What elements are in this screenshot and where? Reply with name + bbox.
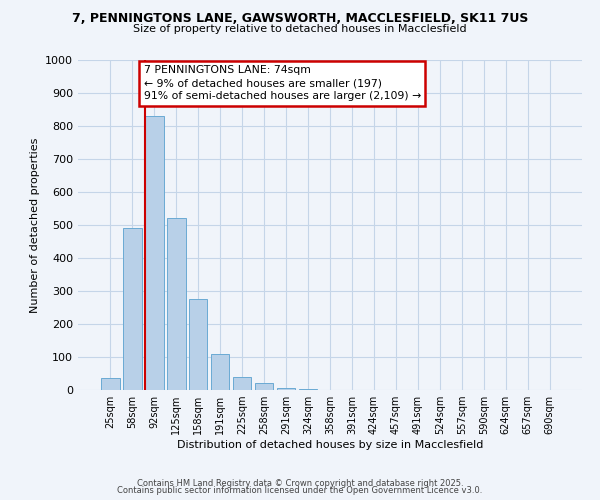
- Bar: [123, 228, 142, 390]
- Bar: [189, 299, 208, 390]
- Bar: [145, 116, 164, 390]
- Bar: [211, 354, 229, 390]
- Text: 7 PENNINGTONS LANE: 74sqm
← 9% of detached houses are smaller (197)
91% of semi-: 7 PENNINGTONS LANE: 74sqm ← 9% of detach…: [143, 65, 421, 102]
- Text: Size of property relative to detached houses in Macclesfield: Size of property relative to detached ho…: [133, 24, 467, 34]
- Y-axis label: Number of detached properties: Number of detached properties: [29, 138, 40, 312]
- Bar: [277, 388, 295, 390]
- Text: Contains HM Land Registry data © Crown copyright and database right 2025.: Contains HM Land Registry data © Crown c…: [137, 478, 463, 488]
- Bar: [233, 377, 251, 390]
- Bar: [101, 378, 119, 390]
- Text: Contains public sector information licensed under the Open Government Licence v3: Contains public sector information licen…: [118, 486, 482, 495]
- Bar: [167, 218, 185, 390]
- Bar: [255, 384, 274, 390]
- Text: 7, PENNINGTONS LANE, GAWSWORTH, MACCLESFIELD, SK11 7US: 7, PENNINGTONS LANE, GAWSWORTH, MACCLESF…: [72, 12, 528, 26]
- X-axis label: Distribution of detached houses by size in Macclesfield: Distribution of detached houses by size …: [177, 440, 483, 450]
